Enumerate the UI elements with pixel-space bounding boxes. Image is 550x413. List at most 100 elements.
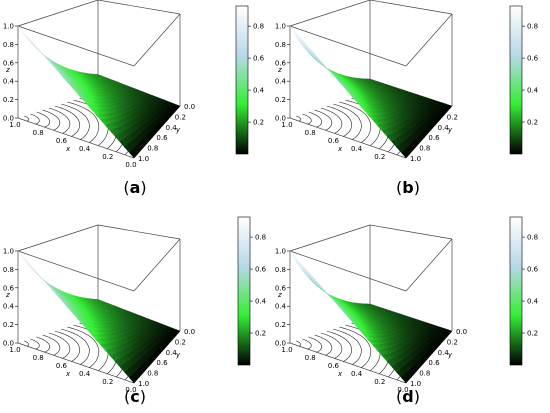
surface-mesh xyxy=(17,25,181,159)
x-tick-label: 0.6 xyxy=(56,137,68,145)
colorbar-tick-label: 0.4 xyxy=(255,298,267,306)
surface-mesh xyxy=(289,25,453,159)
colorbar-tick-label: 0.8 xyxy=(255,234,266,242)
z-tick-label: 0.6 xyxy=(275,59,287,67)
z-axis: 0.00.20.40.60.81.0z xyxy=(275,23,290,123)
colorbar-tick-label: 0.8 xyxy=(527,23,538,31)
colorbar-gradient xyxy=(237,216,251,366)
y-axis-label: y xyxy=(175,126,181,134)
y-tick-label: 0.0 xyxy=(184,103,195,111)
contour-line-6 xyxy=(326,105,353,137)
box-edge-7 xyxy=(17,342,135,384)
colorbar-tick-label: 0.2 xyxy=(527,330,538,338)
z-tick-label: 1.0 xyxy=(3,23,14,31)
box-edge-7 xyxy=(17,117,135,159)
x-axis-label: x xyxy=(65,145,71,153)
y-axis-label: y xyxy=(175,351,181,359)
contour-line-4 xyxy=(42,109,61,131)
contour-line-1 xyxy=(296,115,301,122)
y-tick-label: 0.8 xyxy=(419,370,430,378)
contour-line-6 xyxy=(54,330,81,362)
x-tick-label: 0.6 xyxy=(328,362,340,370)
z-tick-label: 0.6 xyxy=(3,59,15,67)
x-tick-label: 0.6 xyxy=(56,362,68,370)
z-axis-label: z xyxy=(5,66,10,74)
surface-plot-d: 0.00.20.40.60.81.0z0.00.20.40.60.81.0x0.… xyxy=(275,224,467,394)
z-tick-label: 0.8 xyxy=(275,266,286,274)
box-edge-3 xyxy=(17,0,99,27)
box-edge-3 xyxy=(17,224,99,252)
surface-plot-b: 0.00.20.40.60.81.0z0.20.40.60.81.0x0.20.… xyxy=(275,0,458,163)
surface-plot-a: 0.00.20.40.60.81.0z0.00.20.40.60.81.0x0.… xyxy=(3,0,195,169)
panel-caption: (d) xyxy=(396,387,420,406)
z-tick-label: 0.4 xyxy=(275,303,287,311)
y-tick-label: 0.6 xyxy=(156,359,168,367)
z-tick-label: 1.0 xyxy=(3,248,14,256)
box-edge-5 xyxy=(17,25,135,67)
x-axis-label: x xyxy=(337,145,343,153)
y-tick-label: 0.2 xyxy=(447,113,458,121)
box-edge-6 xyxy=(133,13,181,67)
box-edge-4 xyxy=(97,0,181,15)
z-tick-label: 0.8 xyxy=(3,41,14,49)
z-tick-label: 0.4 xyxy=(3,303,15,311)
x-tick-label: 0.6 xyxy=(328,137,340,145)
colorbar-tick-label: 0.6 xyxy=(255,266,267,274)
contour-line-1 xyxy=(24,340,29,347)
y-axis: 0.0 0.2 0.4 0.6 0.8 1.0 y xyxy=(138,103,195,163)
x-tick-label: 0.8 xyxy=(305,129,316,137)
colorbar-tick-label: 0.2 xyxy=(527,119,538,127)
z-tick-label: 1.0 xyxy=(275,248,286,256)
y-tick-label: 0.2 xyxy=(447,338,458,346)
x-axis: 0.2 0.4 0.6 0.8 1.0 x xyxy=(281,121,385,161)
z-tick-label: 0.2 xyxy=(3,96,14,104)
x-tick-label: 0.0 xyxy=(125,161,136,169)
y-tick-label: 0.2 xyxy=(175,338,186,346)
z-tick-label: 0.2 xyxy=(3,321,14,329)
box-edge-6 xyxy=(405,238,453,292)
x-tick-label: 0.4 xyxy=(79,370,91,378)
y-axis-label: y xyxy=(447,126,453,134)
z-axis-label: z xyxy=(5,291,10,299)
z-axis: 0.00.20.40.60.81.0z xyxy=(3,248,18,348)
panel-caption: (c) xyxy=(124,387,146,406)
box-edge-4 xyxy=(369,224,453,240)
panel-caption: (a) xyxy=(123,178,146,197)
z-tick-label: 0.4 xyxy=(3,78,15,86)
colorbar-gradient xyxy=(509,216,523,366)
z-tick-label: 0.0 xyxy=(275,115,286,123)
x-tick-label: 1.0 xyxy=(9,346,20,354)
y-tick-label: 1.0 xyxy=(138,155,149,163)
contour-line-5 xyxy=(48,107,71,134)
box-edge-5 xyxy=(17,250,135,292)
y-tick-label: 0.6 xyxy=(428,134,440,142)
x-tick-label: 1.0 xyxy=(281,346,292,354)
colorbar-tick-label: 0.2 xyxy=(255,330,266,338)
z-tick-label: 0.2 xyxy=(275,321,286,329)
contour-line-6 xyxy=(54,105,81,137)
box-edge-3 xyxy=(289,224,371,252)
x-tick-label: 0.8 xyxy=(33,129,44,137)
x-tick-label: 1.0 xyxy=(281,121,292,129)
box-edge-5 xyxy=(289,25,407,67)
contour-line-3 xyxy=(36,111,51,128)
x-axis-label: x xyxy=(65,370,71,378)
y-tick-label: 0.0 xyxy=(184,328,195,336)
colorbar-gradient xyxy=(235,5,249,155)
y-tick-label: 0.6 xyxy=(428,359,440,367)
box-edge-7 xyxy=(289,117,407,159)
y-tick-label: 0.4 xyxy=(438,124,450,132)
y-tick-label: 0.8 xyxy=(147,145,158,153)
colorbar: 0.2 0.4 0.6 0.8 xyxy=(237,216,267,366)
contour-line-3 xyxy=(36,336,51,353)
contour-line-1 xyxy=(24,115,29,122)
x-axis-label: x xyxy=(337,370,343,378)
x-tick-label: 1.0 xyxy=(9,121,20,129)
y-axis: 0.2 0.4 0.6 0.8 1.0 y xyxy=(410,113,458,163)
box-edge-4 xyxy=(97,224,181,240)
colorbar: 0.2 0.4 0.6 0.8 xyxy=(509,5,539,155)
contour-line-8 xyxy=(339,101,372,143)
z-axis: 0.00.20.40.60.81.0z xyxy=(3,23,18,123)
